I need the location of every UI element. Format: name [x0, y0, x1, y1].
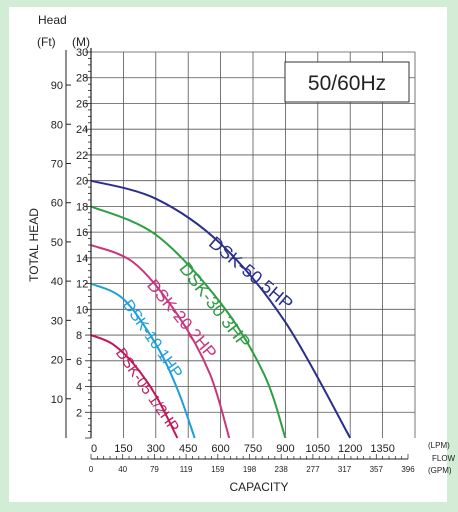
ft-tick-label: 50 [51, 237, 63, 249]
m-tick-label: 20 [76, 176, 88, 188]
m-tick-label: 28 [76, 73, 88, 85]
series-line [90, 334, 179, 439]
ft-tick-label: 70 [51, 158, 63, 170]
grid [91, 51, 416, 438]
m-tick-label: 22 [76, 150, 88, 162]
m-tick-label: 24 [76, 124, 88, 136]
gpm-tick-label: 317 [338, 465, 352, 474]
lpm-tick-label: 1350 [370, 443, 394, 455]
m-tick-label: 4 [76, 382, 82, 394]
axes [65, 48, 409, 460]
flow-label: FLOW [432, 454, 456, 463]
gpm-unit: (GPM) [428, 466, 452, 475]
ft-tick-label: 10 [51, 394, 63, 406]
m-tick-label: 16 [76, 227, 88, 239]
gpm-tick-label: 198 [243, 465, 257, 474]
lpm-tick-label: 1200 [338, 443, 362, 455]
m-tick-label: 2 [76, 407, 82, 419]
lpm-tick-label: 600 [211, 443, 229, 455]
gpm-tick-label: 396 [401, 465, 415, 474]
labels: 1020304050607080902468101214161820222426… [51, 47, 415, 474]
ft-tick-label: 20 [51, 355, 63, 367]
series-line [90, 244, 231, 439]
m-tick-label: 12 [76, 279, 88, 291]
ft-tick-label: 60 [51, 198, 63, 210]
m-unit: (M) [72, 35, 90, 49]
lpm-tick-label: 900 [276, 443, 294, 455]
lpm-tick-label: 450 [179, 443, 197, 455]
head-label: Head [38, 13, 67, 27]
gpm-tick-label: 357 [370, 465, 384, 474]
gpm-tick-label: 277 [306, 465, 320, 474]
lpm-tick-label: 750 [244, 443, 262, 455]
m-tick-label: 14 [76, 253, 88, 265]
lpm-tick-label: 300 [147, 443, 165, 455]
lpm-tick-label: 150 [114, 443, 132, 455]
curves [90, 179, 352, 439]
x-axis-label: CAPACITY [229, 480, 288, 494]
series-line [90, 282, 196, 439]
m-tick-label: 26 [76, 98, 88, 110]
m-tick-label: 10 [76, 304, 88, 316]
lpm-unit: (LPM) [428, 441, 450, 450]
y-axis-label: TOTAL HEAD [27, 208, 41, 282]
series-line [90, 179, 352, 439]
ft-tick-label: 40 [51, 276, 63, 288]
m-tick-label: 6 [76, 356, 82, 368]
badge-text: 50/60Hz [308, 72, 386, 95]
ft-tick-label: 80 [51, 119, 63, 131]
gpm-tick-label: 0 [89, 465, 94, 474]
lpm-tick-label: 1050 [306, 443, 330, 455]
gpm-tick-label: 238 [275, 465, 289, 474]
ft-unit: (Ft) [37, 35, 56, 49]
badge-box [284, 61, 410, 103]
m-tick-label: 18 [76, 201, 88, 213]
ft-tick-label: 30 [51, 315, 63, 327]
ft-tick-label: 90 [51, 80, 63, 92]
gpm-tick-label: 40 [118, 465, 127, 474]
m-tick-label: 8 [76, 330, 82, 342]
gpm-tick-label: 79 [150, 465, 159, 474]
lpm-tick-label: 0 [91, 443, 97, 455]
m-tick-label: 30 [76, 47, 88, 59]
gpm-tick-label: 159 [211, 465, 225, 474]
series-line [90, 205, 287, 439]
gpm-tick-label: 119 [180, 465, 193, 474]
